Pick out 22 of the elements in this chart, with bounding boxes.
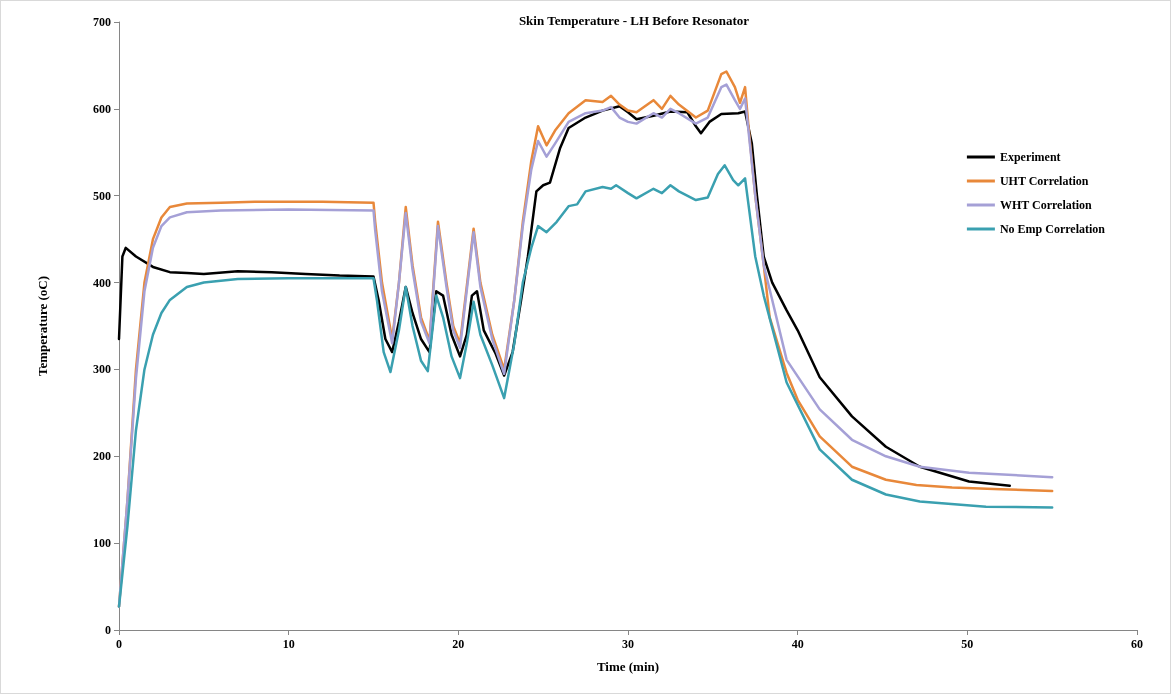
y-tick-label: 300 bbox=[93, 362, 111, 377]
x-tick-label: 60 bbox=[1131, 637, 1143, 651]
chart-title: Skin Temperature - LH Before Resonator bbox=[518, 13, 750, 28]
x-axis-title: Time (min) bbox=[596, 659, 660, 674]
y-axis-title: Temperature (oC) bbox=[35, 275, 50, 377]
legend-label: No Emp Correlation bbox=[999, 222, 1106, 236]
x-tick-label: 20 bbox=[452, 637, 465, 651]
y-tick-label: 200 bbox=[93, 449, 111, 464]
y-tick-label: 400 bbox=[93, 275, 111, 290]
legend-label: WHT Correlation bbox=[999, 198, 1093, 212]
y-tick-label: 100 bbox=[93, 536, 111, 551]
x-tick-label: 30 bbox=[622, 637, 634, 651]
y-tick-label: 500 bbox=[93, 188, 111, 203]
legend-label: Experiment bbox=[999, 150, 1061, 164]
y-tick-label: 700 bbox=[93, 15, 111, 29]
y-tick-label: 600 bbox=[93, 101, 111, 116]
x-tick-label: 40 bbox=[791, 637, 804, 651]
x-tick-label: 10 bbox=[282, 637, 295, 651]
x-tick-label: 50 bbox=[961, 637, 974, 651]
x-tick-label: 0 bbox=[116, 637, 122, 651]
legend-label: UHT Correlation bbox=[999, 174, 1089, 188]
y-tick-label: 0 bbox=[105, 623, 111, 637]
